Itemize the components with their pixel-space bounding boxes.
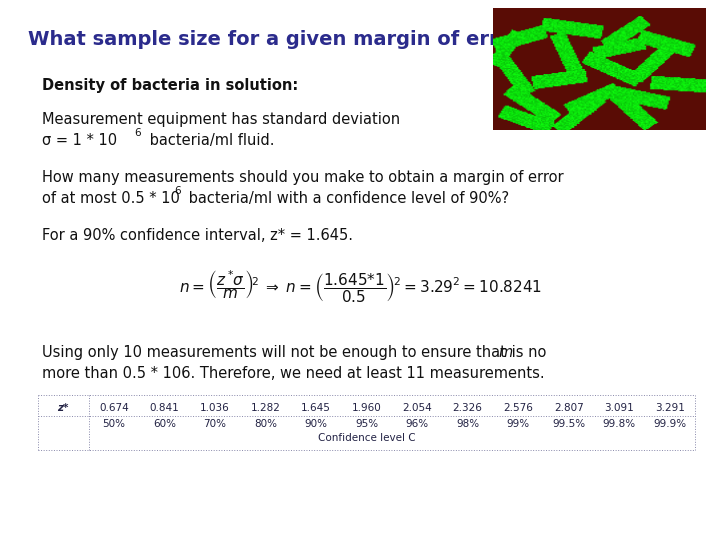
Text: Using only 10 measurements will not be enough to ensure that: Using only 10 measurements will not be e… — [42, 345, 510, 360]
Text: 50%: 50% — [102, 419, 125, 429]
Text: Measurement equipment has standard deviation: Measurement equipment has standard devia… — [42, 112, 400, 127]
Text: $n = \left(\dfrac{z^*\!\sigma}{m}\right)^{\!2} \;\Rightarrow\; n = \left(\dfrac{: $n = \left(\dfrac{z^*\!\sigma}{m}\right)… — [179, 268, 541, 304]
Text: 0.674: 0.674 — [99, 403, 129, 413]
Text: 2.576: 2.576 — [503, 403, 533, 413]
Text: Density of bacteria in solution:: Density of bacteria in solution: — [42, 78, 298, 93]
Text: 1.645: 1.645 — [301, 403, 331, 413]
Text: For a 90% confidence interval, z* = 1.645.: For a 90% confidence interval, z* = 1.64… — [42, 228, 353, 243]
Text: 99.8%: 99.8% — [603, 419, 636, 429]
Text: 99%: 99% — [507, 419, 530, 429]
Text: 6: 6 — [174, 186, 181, 196]
Text: 99.9%: 99.9% — [653, 419, 686, 429]
Text: 1.282: 1.282 — [251, 403, 280, 413]
Text: Confidence level C: Confidence level C — [318, 433, 415, 443]
Text: 3.291: 3.291 — [654, 403, 685, 413]
Text: bacteria/ml fluid.: bacteria/ml fluid. — [145, 133, 274, 148]
Text: How many measurements should you make to obtain a margin of error: How many measurements should you make to… — [42, 170, 564, 185]
Text: 96%: 96% — [405, 419, 428, 429]
Text: more than 0.5 * 106. Therefore, we need at least 11 measurements.: more than 0.5 * 106. Therefore, we need … — [42, 366, 544, 381]
Text: 2.807: 2.807 — [554, 403, 583, 413]
Text: is no: is no — [507, 345, 546, 360]
Text: 70%: 70% — [203, 419, 226, 429]
Text: bacteria/ml with a confidence level of 90%?: bacteria/ml with a confidence level of 9… — [184, 191, 509, 206]
Text: What sample size for a given margin of error?: What sample size for a given margin of e… — [28, 30, 533, 49]
Text: 60%: 60% — [153, 419, 176, 429]
Text: 2.326: 2.326 — [453, 403, 482, 413]
Text: 98%: 98% — [456, 419, 479, 429]
Text: 95%: 95% — [355, 419, 378, 429]
Text: 6: 6 — [134, 128, 140, 138]
Text: 0.841: 0.841 — [150, 403, 179, 413]
Text: 2.054: 2.054 — [402, 403, 432, 413]
Text: z*: z* — [58, 403, 69, 413]
Text: 99.5%: 99.5% — [552, 419, 585, 429]
Text: of at most 0.5 * 10: of at most 0.5 * 10 — [42, 191, 180, 206]
Text: m: m — [498, 345, 512, 360]
Text: 90%: 90% — [305, 419, 328, 429]
Text: 3.091: 3.091 — [604, 403, 634, 413]
Text: 1.036: 1.036 — [200, 403, 230, 413]
Text: 80%: 80% — [254, 419, 277, 429]
Text: σ = 1 * 10: σ = 1 * 10 — [42, 133, 117, 148]
Text: 1.960: 1.960 — [351, 403, 382, 413]
